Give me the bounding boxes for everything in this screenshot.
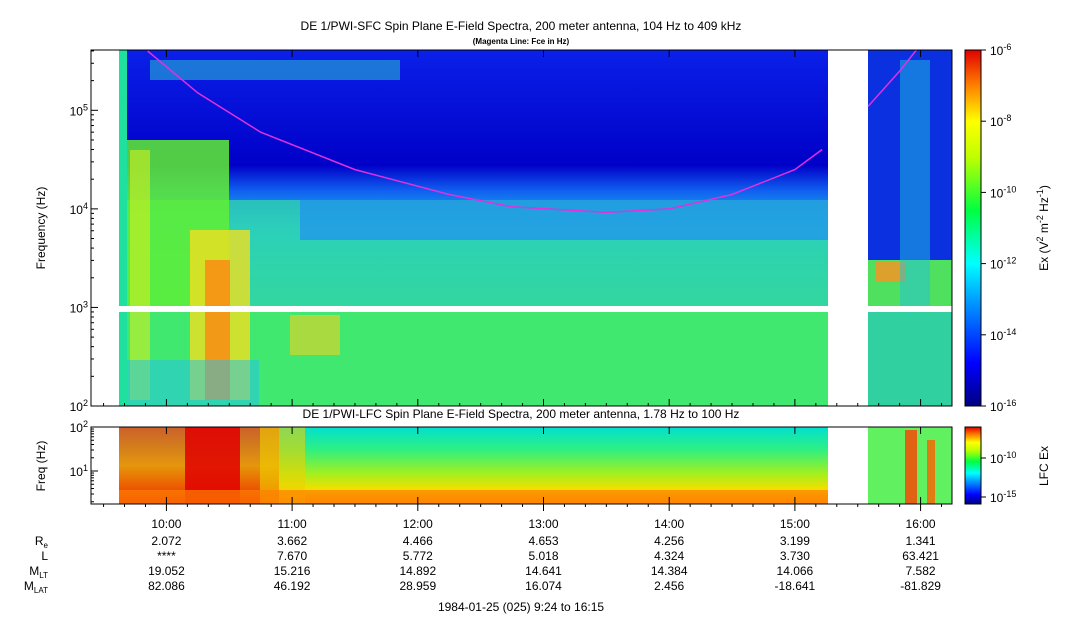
sfc-gap-start: [91, 50, 119, 406]
lfc-colorbar-tick-label: 10-10: [990, 450, 1016, 466]
sfc-colorbar-tick-label: 10-16: [990, 398, 1016, 414]
sfc-band-separator: [91, 306, 952, 312]
x-tick-label: 10:00: [151, 517, 181, 531]
ephemeris-value: ****: [157, 549, 176, 563]
ephemeris-value: 3.730: [780, 549, 810, 563]
ephemeris-value: 14.384: [651, 564, 688, 578]
date-range-label: 1984-01-25 (025) 9:24 to 16:15: [438, 600, 604, 614]
ephemeris-value: 2.072: [151, 534, 181, 548]
x-tick-label: 12:00: [403, 517, 433, 531]
lfc-plot-frame: [90, 426, 953, 505]
sfc-colorbar-tick-label: 10-6: [990, 42, 1011, 58]
x-tick-label: 14:00: [654, 517, 684, 531]
lfc-y-tick-label: 101: [70, 463, 88, 479]
x-tick-label: 11:00: [278, 517, 307, 531]
ephemeris-value: 14.892: [399, 564, 436, 578]
ephemeris-value: 28.959: [399, 579, 436, 593]
lfc-title: DE 1/PWI-LFC Spin Plane E-Field Spectra,…: [303, 407, 740, 421]
sfc-colorbar: [964, 49, 982, 407]
ephemeris-row-label: Re: [35, 534, 49, 550]
ephemeris-row-label: MLAT: [24, 579, 48, 595]
ephemeris-value: 3.199: [780, 534, 810, 548]
lfc-colorbar-tick-label: 10-15: [990, 489, 1016, 505]
lfc-y-ticks: 101 102: [70, 419, 98, 503]
fce-line-after-gap: [867, 50, 917, 107]
sfc-y-label: Frequency (Hz): [34, 187, 48, 270]
sfc-plot-frame: [90, 49, 953, 407]
ephemeris-value: 5.772: [403, 549, 433, 563]
lfc-y-tick-label: 102: [70, 419, 88, 435]
ephemeris-value: 14.641: [525, 564, 562, 578]
ephemeris-table: Re 2.072 3.662 4.466 4.653 4.256 3.199 1.341 L **…: [24, 534, 941, 595]
ephemeris-row-label: L: [41, 549, 48, 563]
sfc-y-ticks: 102 103 104 105: [70, 50, 98, 414]
ephemeris-value: 4.324: [654, 549, 684, 563]
sfc-y-tick-label: 102: [70, 398, 88, 414]
ephemeris-value: 16.074: [525, 579, 562, 593]
sfc-y-tick-label: 103: [70, 299, 88, 315]
ephemeris-value: 4.466: [403, 534, 433, 548]
sfc-colorbar-tick-label: 10-10: [990, 184, 1016, 200]
lfc-colorbar: [964, 426, 982, 505]
lfc-gap-start: [91, 427, 119, 504]
sfc-spectrogram: [119, 50, 952, 406]
fce-line: [147, 50, 823, 214]
sfc-colorbar-tick-label: 10-14: [990, 327, 1016, 343]
sfc-y-tick-label: 105: [70, 102, 88, 118]
ephemeris-value: 7.670: [277, 549, 307, 563]
x-tick-label: 16:00: [906, 517, 936, 531]
ephemeris-value: 4.653: [528, 534, 558, 548]
sfc-colorbar-tick-label: 10-12: [990, 256, 1016, 272]
ephemeris-value: 5.018: [528, 549, 558, 563]
sfc-gap-mid: [828, 50, 868, 406]
sfc-colorbar-tick-label: 10-8: [990, 113, 1011, 129]
ephemeris-value: 7.582: [906, 564, 936, 578]
sfc-title: DE 1/PWI-SFC Spin Plane E-Field Spectra,…: [301, 19, 742, 33]
x-tick-label: 15:00: [780, 517, 810, 531]
ephemeris-value: -18.641: [775, 579, 816, 593]
lfc-spectrogram: [119, 427, 952, 504]
ephemeris-value: 15.216: [274, 564, 311, 578]
ephemeris-value: 2.456: [654, 579, 684, 593]
ephemeris-value: 1.341: [906, 534, 936, 548]
lfc-colorbar-ticks: 10-10 10-15: [981, 450, 1016, 505]
ephemeris-value: 63.421: [902, 549, 939, 563]
ephemeris-value: 82.086: [148, 579, 185, 593]
ephemeris-value: 3.662: [277, 534, 307, 548]
lfc-colorbar-label: LFC Ex: [1037, 446, 1051, 486]
ephemeris-value: 14.066: [777, 564, 814, 578]
ephemeris-value: 4.256: [654, 534, 684, 548]
ephemeris-value: 19.052: [148, 564, 185, 578]
ephemeris-row-label: MLT: [29, 564, 48, 580]
time-axis: 10:00 11:00 12:00 13:00 14:00 15:00 16:00: [103, 50, 943, 531]
sfc-subtitle: (Magenta Line: Fce in Hz): [473, 37, 570, 46]
lfc-y-label: Freq (Hz): [34, 441, 48, 492]
ephemeris-value: 46.192: [274, 579, 311, 593]
ephemeris-value: -81.829: [900, 579, 941, 593]
lfc-gap-mid: [828, 427, 868, 504]
x-tick-label: 13:00: [528, 517, 558, 531]
sfc-y-tick-label: 104: [70, 201, 88, 217]
sfc-colorbar-label: Ex (V2 m-2 Hz-1): [1035, 185, 1051, 271]
sfc-colorbar-ticks: 10-6 10-8 10-10 10-12 10-14 10-16: [981, 42, 1016, 414]
